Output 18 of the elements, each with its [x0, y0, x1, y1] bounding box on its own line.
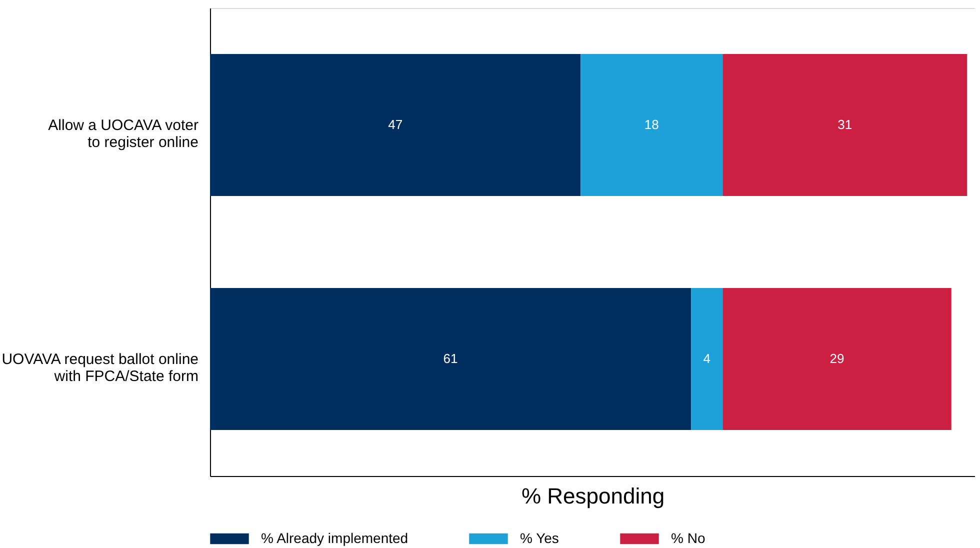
bar: [691, 288, 723, 430]
legend-label: % Already implemented: [261, 530, 408, 546]
bar: [722, 54, 968, 196]
bar: [580, 54, 723, 196]
bar: [722, 288, 952, 430]
bar: [210, 288, 692, 430]
data-label: 47: [388, 117, 403, 132]
y-tick-label: UOVAVA request ballot online with FPCA/State form: [2, 351, 198, 385]
data-label: 31: [838, 117, 852, 132]
y-tick-label: Allow a UOCAVA voter to register online: [48, 117, 198, 151]
x-axis-title: % Responding: [521, 484, 665, 508]
legend-label: % No: [671, 530, 706, 546]
data-label: 18: [644, 117, 659, 132]
data-label: 29: [830, 351, 844, 366]
legend-label: % Yes: [520, 530, 559, 546]
data-label: 61: [443, 351, 458, 366]
bar: [210, 54, 581, 196]
data-label: 4: [703, 351, 710, 366]
